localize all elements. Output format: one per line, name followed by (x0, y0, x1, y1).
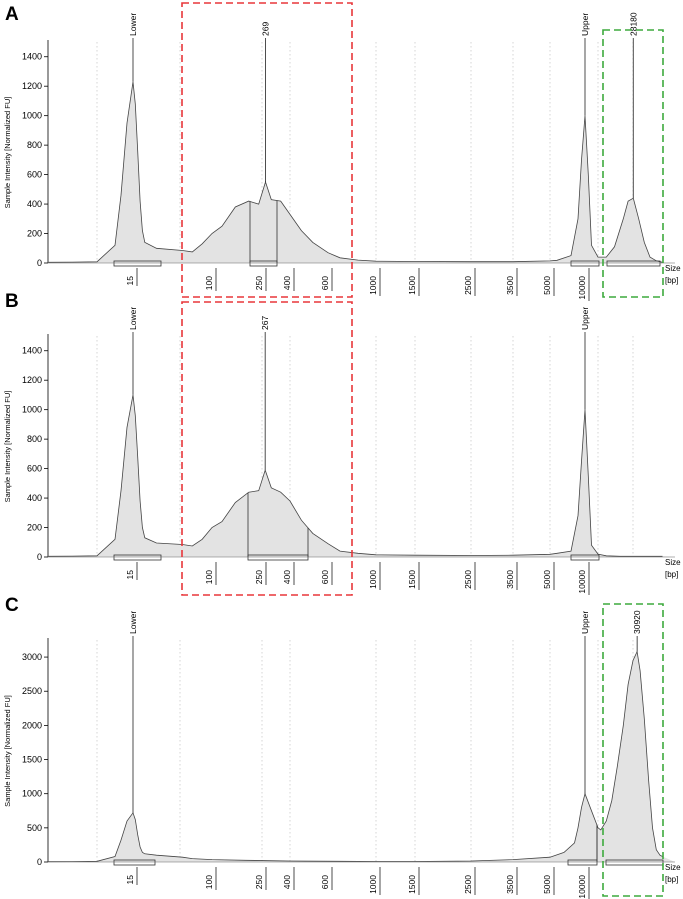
integration-bar (113, 260, 162, 267)
x-tick-label: 400 (282, 875, 292, 889)
highlight-box (602, 29, 664, 298)
x-axis-unit: [bp] (665, 570, 678, 579)
y-tick-label: 200 (27, 229, 42, 239)
x-tick-label: 400 (282, 570, 292, 584)
panel-letter: A (5, 4, 19, 25)
peak-label: 30920 (632, 610, 642, 634)
y-tick-label: 500 (27, 823, 42, 833)
y-tick-label: 1500 (22, 755, 42, 765)
x-tick-label: 250 (254, 276, 264, 290)
x-tick-label: 5000 (542, 570, 552, 589)
x-tick-label: 100 (204, 875, 214, 889)
x-tick-label: 15 (125, 875, 135, 885)
y-axis-label: Sample Intensity [Normalized FU] (3, 97, 12, 209)
y-tick-label: 1200 (22, 375, 42, 385)
y-tick-label: 1200 (22, 81, 42, 91)
panel-letter: B (5, 291, 19, 312)
curve-line (47, 81, 663, 263)
x-tick-label: 15 (125, 276, 135, 286)
highlight-box (181, 2, 353, 298)
x-tick-label: 250 (254, 875, 264, 889)
x-axis-label: Size (665, 558, 681, 567)
panel-b: B 0 200 400 600 800 1000 1200 1400 Sample Intensi… (3, 291, 681, 596)
x-tick-label: 10000 (577, 276, 587, 300)
y-tick-label: 400 (27, 199, 42, 209)
x-tick-label: 3500 (505, 875, 515, 894)
x-tick-label: 600 (320, 570, 330, 584)
y-tick-label: 3000 (22, 652, 42, 662)
peak-label: Lower (128, 13, 138, 36)
x-tick-label: 2500 (463, 276, 473, 295)
y-tick-label: 0 (37, 552, 42, 562)
y-tick-label: 1000 (22, 789, 42, 799)
integration-bar (606, 260, 661, 267)
x-tick-label: 600 (320, 276, 330, 290)
x-tick-label: 3500 (505, 276, 515, 295)
x-tick-label: 1000 (368, 276, 378, 295)
x-tick-label: 1500 (407, 276, 417, 295)
integration-bar (113, 859, 156, 866)
panel-a: A 0 200 400 600 800 1000 1200 1400 Sample Intensi… (3, 2, 681, 301)
y-tick-label: 1000 (22, 111, 42, 121)
integration-bar (605, 859, 664, 866)
y-tick-label: 1400 (22, 346, 42, 356)
peak-label: 267 (260, 316, 270, 330)
x-tick-label: 2500 (463, 875, 473, 894)
x-axis-label: Size (665, 264, 681, 273)
peak-label: 269 (261, 22, 271, 36)
x-tick-label: 5000 (542, 875, 552, 894)
y-axis-label: Sample Intensity [Normalized FU] (3, 391, 12, 503)
peak-label: Upper (580, 13, 590, 36)
curve-fill (48, 651, 675, 862)
y-tick-label: 2000 (22, 720, 42, 730)
peak-label: Lower (128, 307, 138, 330)
peak-label: 28180 (628, 12, 638, 36)
curve-line (47, 394, 663, 557)
x-tick-label: 5000 (542, 276, 552, 295)
x-tick-label: 3500 (505, 570, 515, 589)
x-tick-label: 1500 (407, 875, 417, 894)
x-tick-label: 15 (125, 570, 135, 580)
y-tick-label: 1000 (22, 405, 42, 415)
x-tick-label: 10000 (577, 875, 587, 899)
integration-bar (249, 260, 278, 267)
x-tick-label: 400 (282, 276, 292, 290)
peak-label: Lower (128, 611, 138, 634)
y-axis-label: Sample Intensity [Normalized FU] (3, 695, 12, 807)
x-axis-label: Size (665, 863, 681, 872)
integration-bar (113, 554, 162, 561)
panel-c: C 0 500 1000 1500 2000 2500 3000 Sample Intensit… (3, 595, 681, 899)
y-tick-label: 1400 (22, 52, 42, 62)
x-tick-label: 1500 (407, 570, 417, 589)
y-tick-label: 0 (37, 857, 42, 867)
x-tick-label: 2500 (463, 570, 473, 589)
x-tick-label: 250 (254, 570, 264, 584)
integration-bar (247, 554, 309, 561)
peak-label: Upper (580, 307, 590, 330)
integration-bar (570, 260, 600, 267)
x-tick-label: 100 (204, 570, 214, 584)
y-tick-label: 600 (27, 170, 42, 180)
y-tick-label: 200 (27, 523, 42, 533)
y-tick-label: 800 (27, 434, 42, 444)
integration-bar (567, 859, 598, 866)
x-tick-label: 100 (204, 276, 214, 290)
integration-bar (570, 554, 600, 561)
x-tick-label: 600 (320, 875, 330, 889)
curve-line (47, 650, 663, 863)
x-axis-unit: [bp] (665, 276, 678, 285)
y-tick-label: 400 (27, 493, 42, 503)
x-axis-unit: [bp] (665, 875, 678, 884)
peak-label: Upper (580, 611, 590, 634)
panel-letter: C (5, 595, 19, 616)
y-tick-label: 2500 (22, 686, 42, 696)
x-tick-label: 10000 (577, 570, 587, 594)
x-tick-label: 1000 (368, 875, 378, 894)
y-tick-label: 600 (27, 464, 42, 474)
x-tick-label: 1000 (368, 570, 378, 589)
y-tick-label: 800 (27, 140, 42, 150)
y-tick-label: 0 (37, 258, 42, 268)
